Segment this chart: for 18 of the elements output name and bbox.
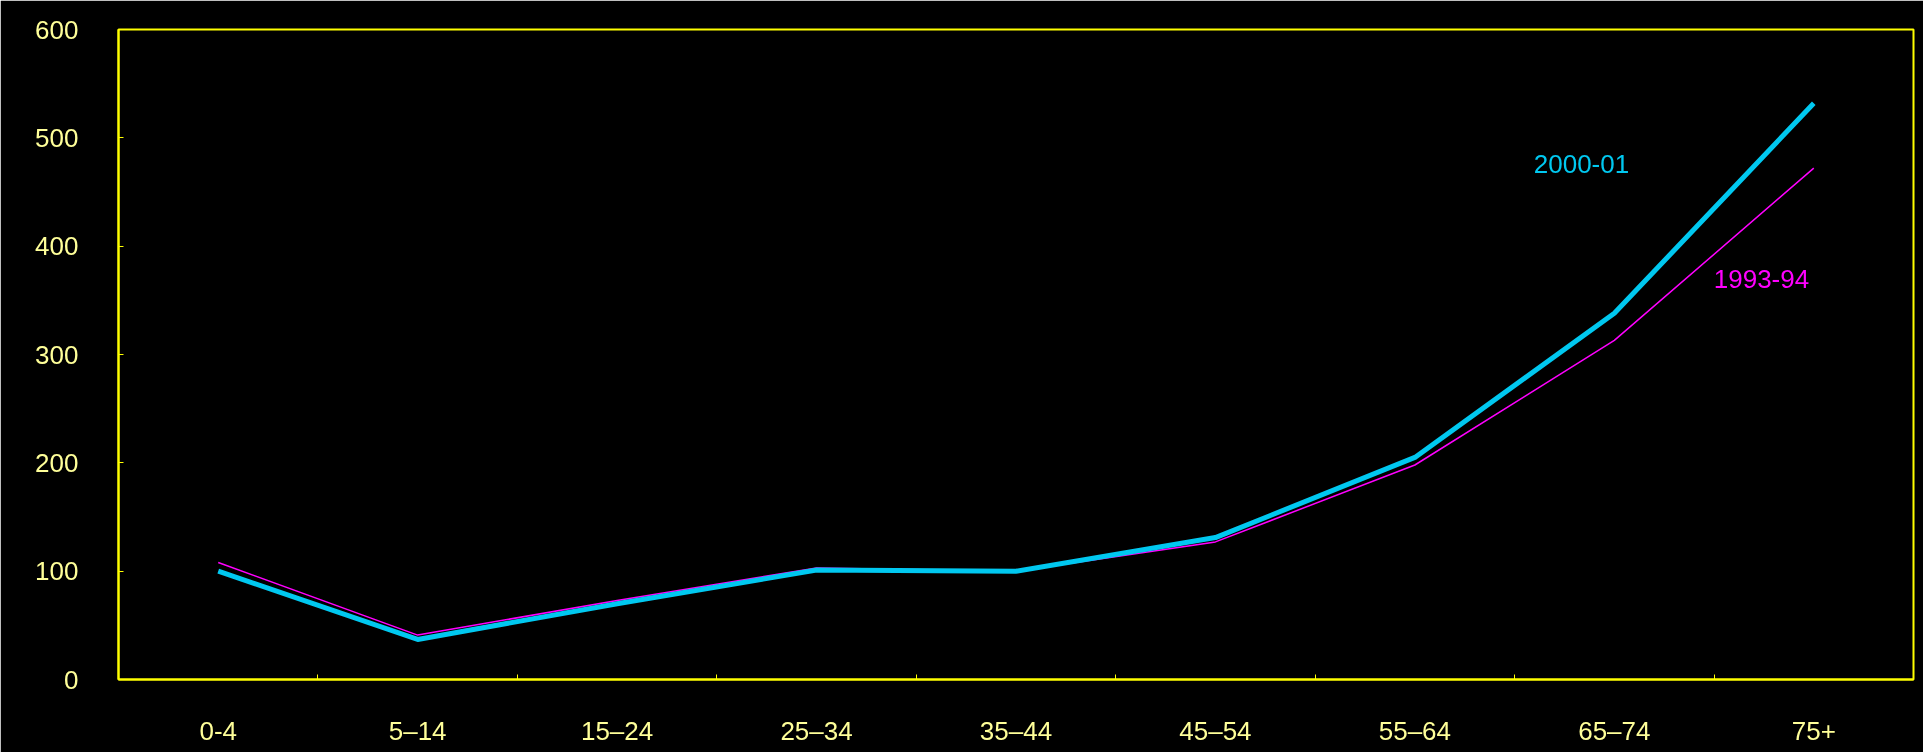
x-tick-label: 45–54 xyxy=(1179,715,1252,746)
y-tick-label: 0 xyxy=(64,664,79,695)
x-tick-label: 5–14 xyxy=(388,715,447,746)
y-tick-label: 500 xyxy=(35,122,79,153)
y-tick-label: 300 xyxy=(35,339,79,370)
y-tick-label: 200 xyxy=(35,447,79,478)
x-tick-label: 65–74 xyxy=(1578,715,1651,746)
x-tick-label: 25–34 xyxy=(780,715,853,746)
x-tick-label: 0-4 xyxy=(199,715,238,746)
x-tick-label: 35–44 xyxy=(979,715,1053,746)
text: 2000-01 xyxy=(1533,149,1630,180)
x-tick-label: 15–24 xyxy=(580,715,654,746)
y-tick-label: 600 xyxy=(35,14,79,45)
y-tick-label: 400 xyxy=(35,231,79,262)
series-label: 1993-94 xyxy=(1713,264,1810,295)
x-tick-label: 75+ xyxy=(1791,715,1836,746)
y-tick-label: 100 xyxy=(35,556,79,587)
x-tick-label: 55–64 xyxy=(1378,715,1452,746)
